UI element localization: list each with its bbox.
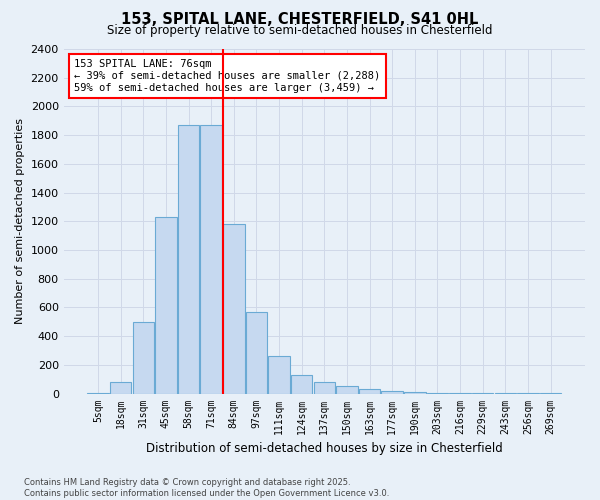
Bar — [155, 217, 177, 394]
Bar — [291, 375, 313, 394]
Text: Contains HM Land Registry data © Crown copyright and database right 2025.
Contai: Contains HM Land Registry data © Crown c… — [24, 478, 389, 498]
X-axis label: Distribution of semi-detached houses by size in Chesterfield: Distribution of semi-detached houses by … — [146, 442, 503, 455]
Bar — [223, 224, 245, 394]
Bar — [88, 393, 109, 394]
Bar — [133, 322, 154, 394]
Text: Size of property relative to semi-detached houses in Chesterfield: Size of property relative to semi-detach… — [107, 24, 493, 37]
Bar — [359, 388, 380, 394]
Bar — [382, 390, 403, 394]
Text: 153, SPITAL LANE, CHESTERFIELD, S41 0HL: 153, SPITAL LANE, CHESTERFIELD, S41 0HL — [121, 12, 479, 28]
Y-axis label: Number of semi-detached properties: Number of semi-detached properties — [15, 118, 25, 324]
Bar — [200, 125, 222, 394]
Text: 153 SPITAL LANE: 76sqm
← 39% of semi-detached houses are smaller (2,288)
59% of : 153 SPITAL LANE: 76sqm ← 39% of semi-det… — [74, 60, 380, 92]
Bar — [314, 382, 335, 394]
Bar — [268, 356, 290, 394]
Bar — [404, 392, 425, 394]
Bar — [427, 393, 448, 394]
Bar — [178, 125, 199, 394]
Bar — [336, 386, 358, 394]
Bar — [246, 312, 267, 394]
Bar — [110, 382, 131, 394]
